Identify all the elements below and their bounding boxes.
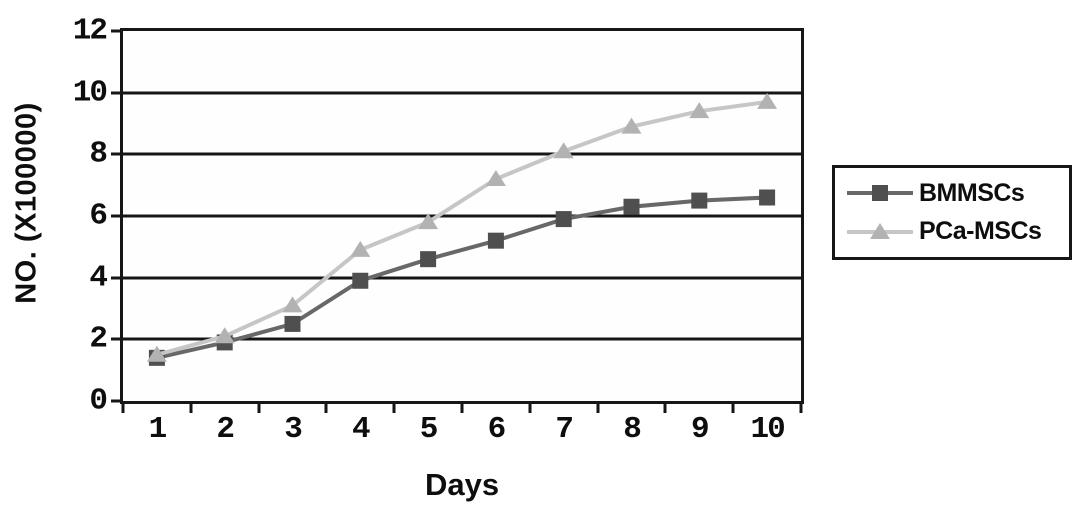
x-tick-label-4: 4	[351, 412, 371, 447]
y-tick-mark-10	[111, 91, 120, 95]
legend-box: BMMSCs PCa-MSCs	[832, 165, 1072, 260]
y-tick-mark-8	[111, 152, 120, 156]
data-point-PCa-MSCs-day9	[689, 102, 710, 119]
data-point-BMMSCs-day7	[555, 211, 572, 228]
triangle-marker-swatch-icon	[847, 222, 913, 239]
x-tick-mark-3	[324, 404, 328, 413]
x-tick-label-2: 2	[216, 412, 235, 447]
y-tick-label-2: 2	[89, 321, 108, 357]
y-tick-mark-2	[111, 337, 120, 341]
x-tick-mark-9	[731, 404, 735, 413]
y-gridline-2	[123, 337, 801, 341]
x-tick-label-10: 10	[750, 412, 785, 447]
x-tick-mark-5	[460, 404, 464, 413]
x-tick-label-5: 5	[419, 412, 439, 447]
legend-entry-PCa-MSCs: PCa-MSCs	[847, 217, 1069, 246]
y-tick-label-8: 8	[89, 136, 108, 172]
y-tick-label-4: 4	[89, 260, 108, 296]
x-tick-mark-4	[392, 404, 396, 413]
y-gridline-10	[123, 91, 801, 95]
y-tick-mark-6	[111, 214, 120, 218]
legend-label-PCa-MSCs: PCa-MSCs	[919, 217, 1042, 246]
x-tick-label-8: 8	[623, 412, 642, 447]
plot-area	[120, 28, 804, 404]
data-point-BMMSCs-day9	[691, 192, 708, 209]
data-point-PCa-MSCs-day4	[350, 240, 371, 257]
y-tick-label-0: 0	[89, 383, 108, 419]
x-tick-label-3: 3	[284, 412, 303, 447]
data-series-layer	[146, 92, 778, 366]
data-point-PCa-MSCs-day3	[282, 296, 303, 313]
x-tick-mark-6	[528, 404, 532, 413]
x-axis-title: Days	[424, 467, 500, 502]
data-point-PCa-MSCs-day8	[621, 117, 642, 134]
y-tick-label-12: 12	[72, 13, 108, 49]
x-tick-mark-1	[189, 404, 193, 413]
series-line-BMMSCs	[156, 195, 768, 360]
data-point-PCa-MSCs-day10	[757, 92, 778, 109]
y-tick-mark-0	[111, 399, 120, 403]
x-tick-mark-8	[663, 404, 667, 413]
legend-entry-BMMSCs: BMMSCs	[847, 179, 1069, 208]
data-point-BMMSCs-day3	[284, 315, 301, 332]
y-gridline-6	[123, 214, 801, 218]
data-point-BMMSCs-day10	[759, 189, 776, 206]
data-point-BMMSCs-day5	[420, 251, 437, 268]
data-point-BMMSCs-day8	[623, 198, 640, 215]
data-point-PCa-MSCs-day7	[553, 142, 574, 159]
x-tick-label-1: 1	[148, 412, 168, 447]
x-tick-mark-10	[799, 404, 803, 413]
y-tick-mark-4	[111, 276, 120, 280]
data-point-BMMSCs-day4	[352, 272, 369, 289]
x-tick-label-9: 9	[690, 412, 710, 447]
y-gridline-4	[123, 276, 801, 280]
y-gridline-8	[123, 152, 801, 156]
series-line-PCa-MSCs	[156, 99, 768, 357]
y-tick-label-6: 6	[89, 198, 108, 234]
x-tick-mark-2	[257, 404, 261, 413]
y-tick-label-10: 10	[72, 75, 108, 111]
data-point-PCa-MSCs-day2	[214, 327, 235, 344]
data-point-PCa-MSCs-day6	[485, 170, 506, 186]
data-point-PCa-MSCs-day5	[418, 213, 439, 230]
legend-label-BMMSCs: BMMSCs	[919, 178, 1025, 207]
data-point-PCa-MSCs-day1	[146, 345, 167, 362]
data-point-BMMSCs-day6	[487, 232, 504, 249]
x-tick-label-7: 7	[555, 412, 574, 447]
square-marker-swatch-icon	[847, 185, 913, 202]
x-tick-label-6: 6	[487, 412, 507, 447]
x-tick-mark-0	[121, 404, 125, 413]
x-tick-mark-7	[596, 404, 600, 413]
y-tick-mark-12	[111, 29, 120, 33]
